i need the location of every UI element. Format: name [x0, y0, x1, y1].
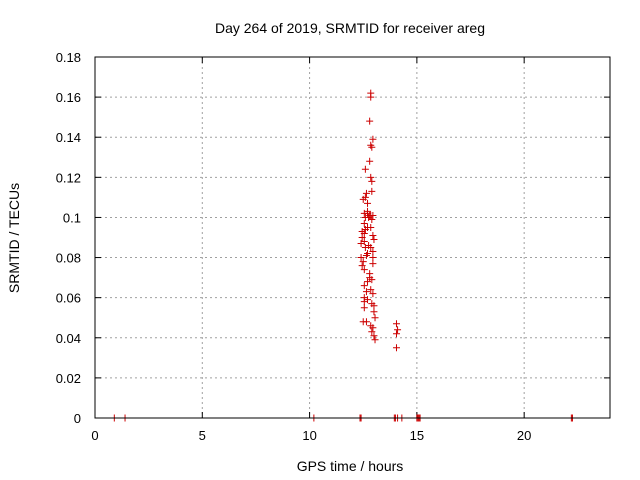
chart-title: Day 264 of 2019, SRMTID for receiver are… [215, 20, 485, 36]
y-tick-label: 0.04 [56, 331, 81, 346]
data-point [364, 199, 372, 207]
data-point [369, 248, 377, 256]
grid-lines [95, 57, 610, 418]
data-point [369, 290, 377, 298]
x-axis-label: GPS time / hours [297, 458, 404, 474]
plot-frame [94, 56, 611, 419]
data-point [368, 215, 376, 223]
x-tick-label: 10 [302, 428, 316, 443]
data-point [368, 143, 376, 151]
y-tick-label: 0.18 [56, 50, 81, 65]
data-point [360, 304, 368, 312]
y-tick-label: 0.12 [56, 170, 81, 185]
y-tick-label: 0.16 [56, 90, 81, 105]
x-tick-label: 5 [199, 428, 206, 443]
data-point [370, 308, 378, 316]
tick-labels: 0 5 10 15 20 0 0.02 0.04 0.06 0.08 0.1 0.12 0.14 0.16… [56, 50, 532, 443]
data-point [366, 117, 374, 125]
x-tick-label: 20 [517, 428, 531, 443]
data-point [361, 165, 369, 173]
y-tick-label: 0.06 [56, 291, 81, 306]
data-point [370, 236, 378, 244]
data-point [358, 234, 366, 241]
data-point [362, 252, 370, 260]
y-tick-label: 0.08 [56, 251, 81, 266]
data-point [368, 328, 376, 336]
data-point [368, 187, 376, 195]
data-point [370, 302, 378, 310]
data-point [369, 231, 377, 239]
data-point [359, 258, 367, 266]
data-point [371, 314, 379, 322]
data-point [360, 229, 368, 237]
data-point [360, 266, 368, 274]
data-point [370, 332, 378, 340]
x-tick-label: 15 [410, 428, 424, 443]
y-tick-label: 0 [74, 411, 81, 426]
data-point [367, 173, 375, 181]
data-point [360, 298, 368, 306]
data-point [362, 189, 370, 197]
data-point [367, 93, 375, 101]
y-tick-label: 0.14 [56, 130, 81, 145]
data-point [361, 244, 369, 252]
data-point [369, 254, 377, 262]
axis-ticks [94, 56, 610, 419]
data-point [367, 286, 375, 294]
y-axis-label: SRMTID / TECUs [6, 183, 22, 293]
data-point [394, 326, 402, 334]
data-point [392, 320, 400, 328]
data-point [392, 344, 400, 352]
data-point [359, 195, 367, 203]
data-point [357, 240, 365, 248]
data-point [362, 288, 370, 296]
data-point [360, 282, 368, 290]
data-point [369, 260, 377, 268]
data-point [368, 276, 376, 284]
data-point [362, 318, 370, 326]
data-point [369, 135, 377, 143]
data-point [358, 262, 366, 270]
data-point [360, 219, 368, 227]
y-tick-label: 0.02 [56, 371, 81, 386]
y-tick-label: 0.1 [63, 210, 81, 225]
data-point [369, 211, 377, 219]
x-tick-label: 0 [91, 428, 98, 443]
data-points [110, 89, 576, 422]
data-point [371, 336, 379, 344]
data-point [357, 254, 365, 262]
data-point [369, 324, 377, 332]
data-point [366, 157, 374, 165]
data-point [364, 278, 372, 286]
data-point [392, 330, 400, 338]
data-point [368, 177, 376, 185]
